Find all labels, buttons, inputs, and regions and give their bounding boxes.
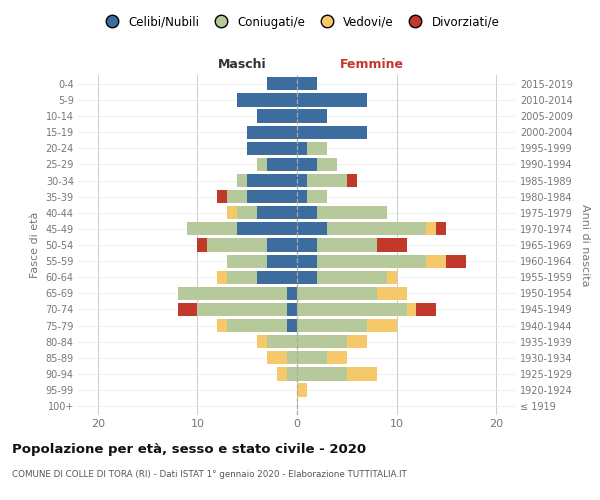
Bar xyxy=(217,270,227,284)
Bar xyxy=(297,286,377,300)
Bar xyxy=(237,94,297,106)
Bar xyxy=(277,368,287,380)
Bar xyxy=(317,238,377,252)
Bar xyxy=(297,335,347,348)
Bar xyxy=(267,158,297,171)
Bar xyxy=(267,238,297,252)
Bar xyxy=(178,303,197,316)
Bar xyxy=(287,286,297,300)
Text: Popolazione per età, sesso e stato civile - 2020: Popolazione per età, sesso e stato civil… xyxy=(12,442,366,456)
Bar xyxy=(287,319,297,332)
Bar xyxy=(317,270,386,284)
Bar xyxy=(297,270,317,284)
Bar xyxy=(257,110,297,122)
Bar xyxy=(297,351,327,364)
Bar xyxy=(427,254,446,268)
Bar xyxy=(317,158,337,171)
Bar xyxy=(297,78,317,90)
Bar xyxy=(227,206,237,220)
Bar xyxy=(287,303,297,316)
Y-axis label: Anni di nascita: Anni di nascita xyxy=(580,204,590,286)
Bar xyxy=(347,335,367,348)
Bar xyxy=(427,222,436,235)
Bar xyxy=(297,303,407,316)
Bar xyxy=(327,222,427,235)
Bar xyxy=(297,206,317,220)
Bar xyxy=(227,254,267,268)
Bar xyxy=(227,190,247,203)
Legend: Celibi/Nubili, Coniugati/e, Vedovi/e, Divorziati/e: Celibi/Nubili, Coniugati/e, Vedovi/e, Di… xyxy=(96,11,504,34)
Bar xyxy=(297,126,367,139)
Bar xyxy=(307,142,327,155)
Bar xyxy=(247,142,297,155)
Bar xyxy=(416,303,436,316)
Bar xyxy=(267,351,287,364)
Y-axis label: Fasce di età: Fasce di età xyxy=(30,212,40,278)
Bar xyxy=(446,254,466,268)
Bar xyxy=(307,190,327,203)
Bar xyxy=(317,206,386,220)
Bar xyxy=(307,174,347,187)
Bar xyxy=(297,384,307,396)
Bar xyxy=(227,319,287,332)
Bar xyxy=(297,319,367,332)
Bar xyxy=(297,254,317,268)
Bar xyxy=(297,142,307,155)
Bar xyxy=(197,303,287,316)
Text: COMUNE DI COLLE DI TORA (RI) - Dati ISTAT 1° gennaio 2020 - Elaborazione TUTTITA: COMUNE DI COLLE DI TORA (RI) - Dati ISTA… xyxy=(12,470,407,479)
Bar xyxy=(297,110,327,122)
Bar xyxy=(208,238,267,252)
Bar xyxy=(267,254,297,268)
Bar xyxy=(347,174,357,187)
Bar xyxy=(347,368,377,380)
Bar xyxy=(257,335,267,348)
Bar xyxy=(257,158,267,171)
Bar xyxy=(217,319,227,332)
Bar xyxy=(237,174,247,187)
Bar xyxy=(317,254,427,268)
Bar xyxy=(377,238,407,252)
Bar xyxy=(267,335,297,348)
Bar xyxy=(367,319,397,332)
Bar xyxy=(287,368,297,380)
Bar xyxy=(257,270,297,284)
Bar xyxy=(436,222,446,235)
Bar xyxy=(407,303,416,316)
Text: Femmine: Femmine xyxy=(340,58,404,71)
Bar xyxy=(377,286,407,300)
Bar xyxy=(188,222,237,235)
Bar xyxy=(197,238,208,252)
Bar xyxy=(237,206,257,220)
Bar xyxy=(247,190,297,203)
Bar xyxy=(297,174,307,187)
Text: Maschi: Maschi xyxy=(218,58,266,71)
Bar xyxy=(327,351,347,364)
Bar xyxy=(297,158,317,171)
Bar xyxy=(287,351,297,364)
Bar xyxy=(257,206,297,220)
Bar xyxy=(297,190,307,203)
Bar xyxy=(297,94,367,106)
Bar xyxy=(297,222,327,235)
Bar xyxy=(217,190,227,203)
Bar xyxy=(227,270,257,284)
Bar xyxy=(247,174,297,187)
Bar xyxy=(267,78,297,90)
Bar xyxy=(237,222,297,235)
Bar xyxy=(386,270,397,284)
Bar xyxy=(247,126,297,139)
Bar xyxy=(297,368,347,380)
Bar xyxy=(297,238,317,252)
Bar xyxy=(178,286,287,300)
